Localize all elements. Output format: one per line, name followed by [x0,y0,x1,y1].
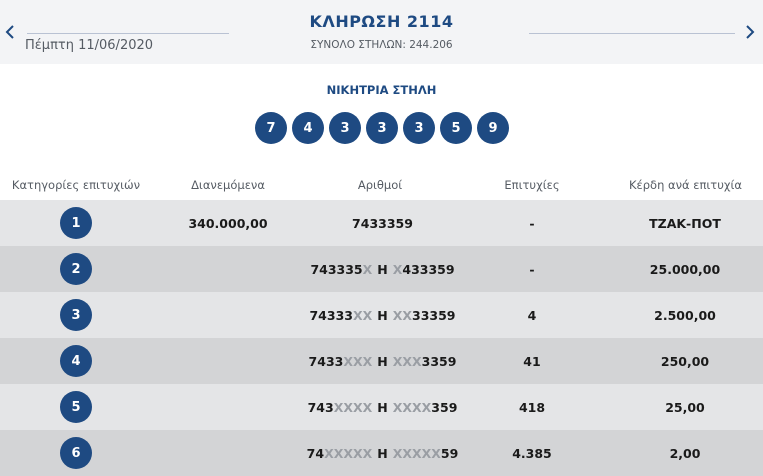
masked-digits: XXXX [392,399,432,415]
header-divider-right [529,33,735,34]
numbers-pattern: 74 XXXXX Η XXXXX 59 [300,430,465,476]
number-digits: 3359 [421,353,457,369]
draw-header: Πέμπτη 11/06/2020 ΚΛΗΡΩΣΗ 2114 ΣΥΝΟΛΟ ΣΤ… [0,0,763,64]
winning-numbers: 7 4 3 3 3 5 9 [255,112,509,144]
or-separator: Η [377,353,388,369]
category-badge: 2 [60,253,92,285]
number-digits: 74333 [309,307,353,323]
header-divider-left [27,33,229,34]
total-columns: ΣΥΝΟΛΟ ΣΤΗΛΩΝ: 244.206 [310,39,453,51]
table-row: 6 74 XXXXX Η XXXXX 59 4.385 2,00 [0,430,763,476]
masked-digits: X [392,261,403,277]
number-digits: 743 [307,399,334,415]
category-badge: 3 [60,299,92,331]
winners-count: 4 [527,307,537,323]
category-badge: 6 [60,437,92,469]
distributed-amount [152,384,304,430]
header-distributed: Διανεμόμενα [191,178,265,192]
or-separator: Η [377,307,388,323]
masked-digits: XX [352,307,373,323]
header-category: Κατηγορίες επιτυχιών [11,178,141,192]
number-digits: 743335 [310,261,363,277]
numbers-pattern: 743 XXXX Η XXXX 359 [300,384,465,430]
table-row: 2 743335 X Η X 433359 - 25.000,00 [0,246,763,292]
masked-digits: XXXXX [392,445,441,461]
header-numbers: Αριθμοί [357,178,403,192]
winners-count: - [529,215,535,231]
prize-amount: 25,00 [665,399,705,415]
number-digits: 74 [306,445,325,461]
table-row: 1 340.000,00 7433359 - ΤΖΑΚ-ΠΟΤ [0,200,763,246]
numbers-pattern: 7433359 [300,200,465,246]
category-badge: 1 [60,207,92,239]
winning-number-ball: 3 [366,112,398,144]
draw-date: Πέμπτη 11/06/2020 [25,38,154,53]
or-separator: Η [377,445,388,461]
winning-number-ball: 5 [440,112,472,144]
winning-number-ball: 3 [403,112,435,144]
or-separator: Η [377,261,388,277]
winners-count: - [529,261,535,277]
winners-count: 41 [523,353,541,369]
masked-digits: XXX [343,353,373,369]
winning-number-ball: 3 [329,112,361,144]
number-digits: 7433 [308,353,344,369]
distributed-amount [152,246,304,292]
prize-amount: ΤΖΑΚ-ΠΟΤ [649,215,721,231]
winning-number-ball: 9 [477,112,509,144]
table-body: 1 340.000,00 7433359 - ΤΖΑΚ-ΠΟΤ 2 743335… [0,200,763,476]
number-digits: 359 [431,399,458,415]
prize-amount: 25.000,00 [649,261,721,277]
category-badge: 5 [60,391,92,423]
winning-number-ball: 7 [255,112,287,144]
prize-amount: 250,00 [660,353,710,369]
masked-digits: XXXXX [324,445,373,461]
numbers-pattern: 7433 XXX Η XXX 3359 [300,338,465,384]
winning-column-label: ΝΙΚΗΤΡΙΑ ΣΤΗΛΗ [326,83,437,97]
winners-count: 4.385 [512,445,552,461]
masked-digits: X [362,261,373,277]
header-prize: Κέρδη ανά επιτυχία [628,178,742,192]
distributed-amount [152,338,304,384]
distributed-amount [152,292,304,338]
numbers-pattern: 743335 X Η X 433359 [300,246,465,292]
category-badge: 4 [60,345,92,377]
table-row: 4 7433 XXX Η XXX 3359 41 250,00 [0,338,763,384]
or-separator: Η [377,399,388,415]
chevron-left-icon[interactable] [3,22,17,42]
table-header: Κατηγορίες επιτυχιών Διανεμόμενα Αριθμοί… [0,169,763,200]
table-row: 5 743 XXXX Η XXXX 359 418 25,00 [0,384,763,430]
masked-digits: XXX [392,353,422,369]
masked-digits: XXXX [333,399,373,415]
numbers-pattern: 74333 XX Η XX 33359 [300,292,465,338]
draw-title: ΚΛΗΡΩΣΗ 2114 [309,12,454,31]
masked-digits: XX [392,307,413,323]
prize-amount: 2,00 [669,445,701,461]
number-digits: 7433359 [352,215,413,231]
table-row: 3 74333 XX Η XX 33359 4 2.500,00 [0,292,763,338]
distributed-amount: 340.000,00 [188,215,268,231]
chevron-right-icon[interactable] [743,22,757,42]
distributed-amount [152,430,304,476]
winners-count: 418 [518,399,546,415]
number-digits: 433359 [402,261,455,277]
number-digits: 59 [440,445,459,461]
prize-table: Κατηγορίες επιτυχιών Διανεμόμενα Αριθμοί… [0,169,763,476]
number-digits: 33359 [412,307,456,323]
winning-number-ball: 4 [292,112,324,144]
prize-amount: 2.500,00 [654,307,716,323]
header-winners: Επιτυχίες [504,178,560,192]
